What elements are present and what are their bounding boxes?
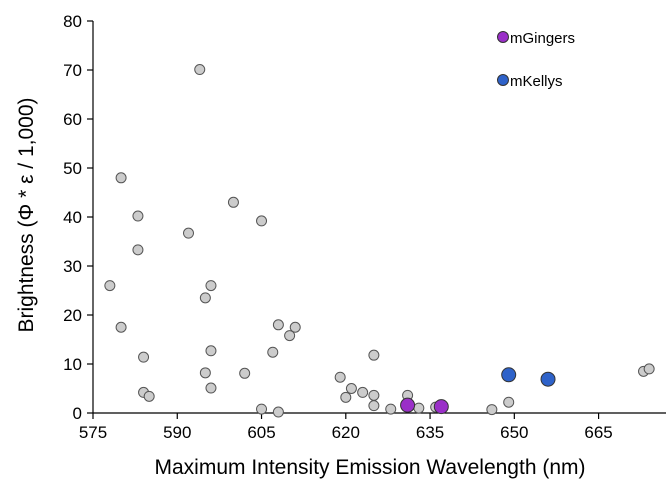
y-tick-label: 30 (63, 257, 82, 276)
data-point (385, 403, 397, 415)
legend: mGingers mKellys (497, 30, 575, 90)
data-point (115, 321, 127, 333)
data-point (368, 389, 380, 401)
data-point (132, 244, 144, 256)
data-point (433, 399, 449, 415)
y-tick-label: 50 (63, 159, 82, 178)
x-tick-label: 620 (332, 423, 360, 442)
data-point (183, 227, 194, 239)
data-point (340, 391, 352, 403)
data-points (104, 64, 655, 418)
y-tick-label: 0 (73, 404, 82, 423)
data-point (138, 351, 150, 363)
data-point (400, 397, 416, 413)
y-tick-label: 80 (63, 12, 82, 31)
data-point (334, 371, 346, 383)
data-point (256, 215, 268, 227)
x-tick-label: 590 (163, 423, 191, 442)
data-point (368, 349, 380, 361)
data-point (413, 402, 425, 414)
y-axis-label: Brightness (Φ * ε / 1,000) (15, 97, 38, 332)
data-point (272, 319, 284, 331)
data-point (115, 172, 127, 184)
x-axis-label: Maximum Intensity Emission Wavelength (n… (154, 456, 585, 479)
data-point (643, 363, 655, 375)
x-tick-label: 635 (416, 423, 444, 442)
data-point (205, 345, 217, 357)
legend-label: mKellys (510, 73, 563, 90)
x-tick-label: 665 (584, 423, 612, 442)
legend-marker (497, 31, 509, 43)
data-point (272, 406, 284, 418)
data-point (256, 403, 268, 415)
data-point (486, 404, 498, 416)
data-point (540, 371, 556, 387)
data-point (501, 367, 517, 383)
data-point (199, 367, 211, 379)
data-point (239, 367, 251, 379)
legend-label: mGingers (510, 30, 575, 47)
y-tick-label: 40 (63, 208, 82, 227)
data-point (194, 64, 206, 76)
data-point (368, 400, 380, 412)
data-point (205, 382, 217, 394)
data-point (284, 330, 296, 342)
data-point (345, 383, 357, 394)
data-point (104, 280, 116, 292)
x-tick-label: 575 (79, 423, 107, 442)
data-point (227, 196, 239, 208)
x-tick-label: 605 (247, 423, 275, 442)
data-point (357, 386, 369, 398)
data-point (289, 321, 301, 333)
data-point (267, 346, 279, 358)
legend-marker (497, 74, 509, 86)
data-point (205, 280, 217, 292)
y-tick-label: 20 (63, 306, 82, 325)
y-tick-label: 10 (63, 355, 82, 374)
axes: 0 10 20 30 40 50 60 70 80 575 590 605 620 635 650 665 (63, 12, 666, 442)
y-tick-label: 70 (63, 61, 82, 80)
data-point (143, 390, 155, 402)
data-point (199, 292, 211, 304)
x-tick-label: 650 (500, 423, 528, 442)
data-point (503, 396, 515, 408)
y-tick-label: 60 (63, 110, 82, 129)
data-point (132, 210, 144, 222)
